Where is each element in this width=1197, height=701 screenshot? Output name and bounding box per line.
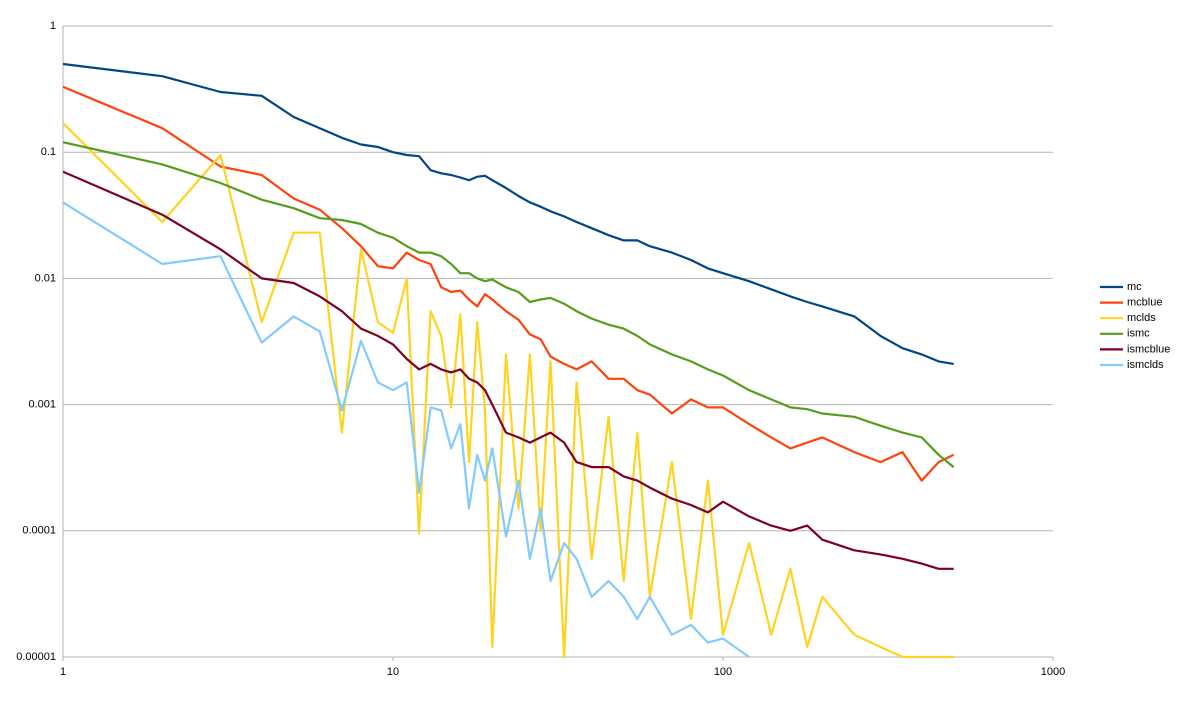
series-line	[63, 170, 954, 570]
legend-label: ismcblue	[1127, 343, 1170, 355]
y-tick-label: 0.001	[28, 399, 56, 411]
y-tick-label: 0.1	[41, 146, 56, 158]
series-line	[63, 201, 750, 658]
legend-label: ismc	[1127, 328, 1150, 340]
x-tick-label: 1000	[1041, 666, 1065, 678]
y-tick-label: 1	[50, 20, 56, 32]
x-tick-label: 1	[60, 666, 66, 678]
series-line	[63, 85, 955, 482]
series-line	[63, 62, 954, 365]
legend-label: mcblue	[1127, 297, 1162, 309]
legend-label: mclds	[1127, 312, 1156, 324]
x-tick-label: 10	[387, 666, 399, 678]
y-tick-label: 0.0001	[22, 525, 56, 537]
series-line	[63, 141, 955, 468]
y-tick-label: 0.00001	[16, 651, 56, 663]
legend-label: mc	[1127, 281, 1142, 293]
x-tick-label: 100	[714, 666, 732, 678]
plot-area	[63, 62, 955, 658]
legend-label: ismclds	[1127, 359, 1164, 371]
y-tick-label: 0.01	[35, 272, 56, 284]
series-line	[63, 122, 954, 658]
